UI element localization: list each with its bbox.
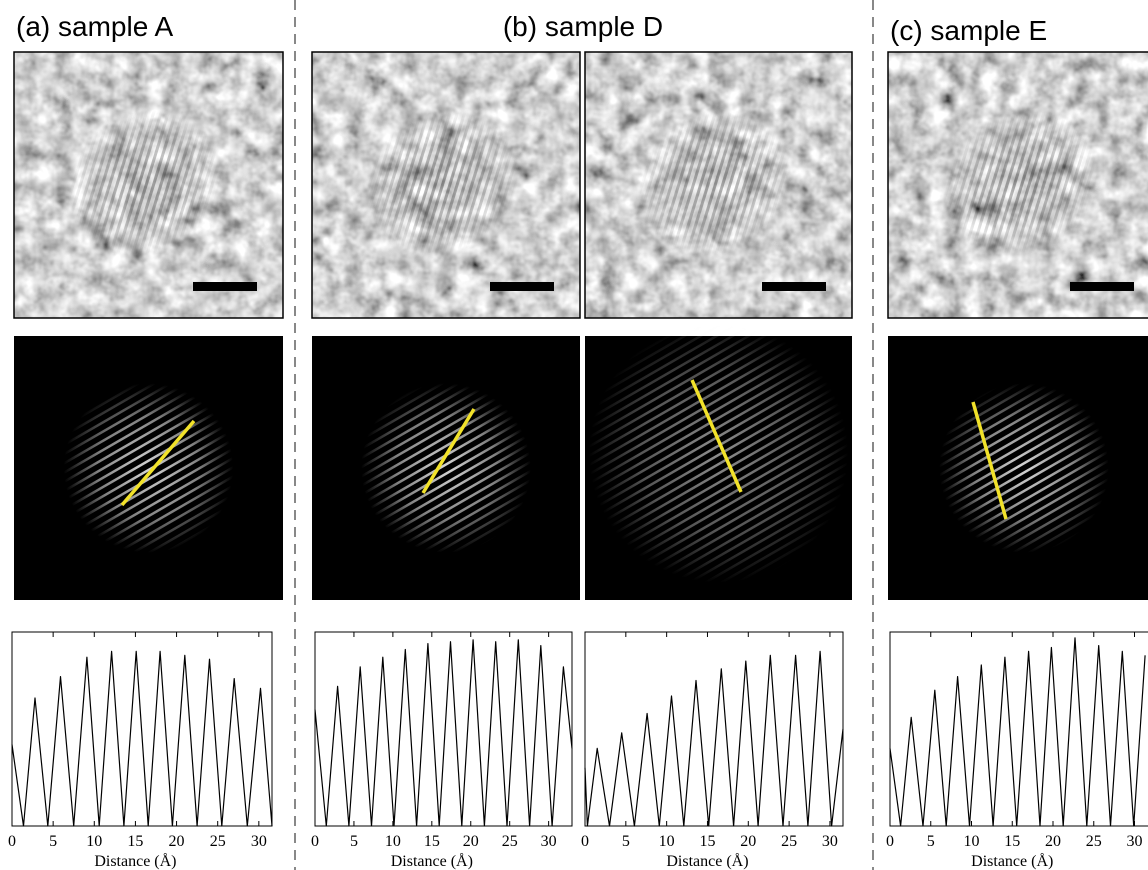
x-tick-label: 15: [1004, 833, 1020, 850]
x-tick-label: 20: [463, 833, 479, 850]
tem-image: [311, 51, 581, 319]
scale-bar: [490, 282, 554, 291]
x-tick-label: 10: [385, 833, 401, 850]
x-tick-label: 10: [964, 833, 980, 850]
x-tick-label: 10: [659, 833, 675, 850]
fft-fringes: [939, 383, 1109, 553]
plot-frame: [314, 631, 573, 827]
fft-image: [585, 323, 852, 600]
x-tick-label: 25: [781, 833, 797, 850]
x-tick-label: 20: [740, 833, 756, 850]
tem-image: [887, 51, 1148, 319]
scale-bar: [193, 282, 257, 291]
fft-fringes: [361, 383, 531, 553]
profile-line: [971, 401, 1008, 520]
lattice-fringes: [67, 109, 222, 257]
panel-title: (b) sample D: [503, 11, 663, 42]
fft-image: [14, 336, 283, 600]
tem-frame: [887, 51, 1148, 319]
profile-curve: [11, 650, 273, 827]
profile-line: [690, 379, 743, 493]
x-tick-label: 0: [581, 833, 589, 850]
x-tick-label: 0: [8, 833, 16, 850]
fft-fringes: [588, 323, 849, 583]
x-tick-label: 15: [127, 833, 143, 850]
plot-frame: [889, 631, 1148, 827]
x-axis-label: Distance (Å): [971, 852, 1053, 870]
profile-curve: [584, 650, 844, 827]
panel-title: (c) sample E: [890, 15, 1047, 46]
x-tick-label: 20: [169, 833, 185, 850]
x-tick-label: 0: [311, 833, 319, 850]
x-tick-label: 25: [1086, 833, 1102, 850]
profile-curve: [314, 639, 573, 827]
profile-line: [120, 419, 196, 507]
x-tick-label: 30: [251, 833, 267, 850]
profile-curve: [889, 637, 1146, 827]
x-tick-label: 25: [210, 833, 226, 850]
tem-image: [13, 51, 284, 319]
tem-frame: [584, 51, 853, 319]
lattice-fringes: [364, 109, 520, 257]
plot-frame: [11, 631, 273, 827]
x-tick-label: 15: [424, 833, 440, 850]
tem-frame: [311, 51, 581, 319]
x-tick-label: 15: [699, 833, 715, 850]
panel-title: (a) sample A: [16, 11, 173, 42]
scale-bar: [1070, 282, 1134, 291]
plot-frame: [584, 631, 844, 827]
profile-line: [421, 408, 476, 494]
lattice-fringes: [941, 108, 1098, 257]
x-tick-label: 30: [541, 833, 557, 850]
x-tick-label: 5: [622, 833, 630, 850]
fft-fringes: [63, 383, 234, 553]
tem-frame: [13, 51, 284, 319]
lattice-fringes: [637, 109, 792, 257]
x-tick-label: 10: [86, 833, 102, 850]
tem-image: [584, 51, 853, 319]
x-tick-label: 0: [886, 833, 894, 850]
x-tick-label: 5: [350, 833, 358, 850]
x-tick-label: 5: [927, 833, 935, 850]
fft-image: [312, 336, 580, 600]
x-tick-label: 20: [1045, 833, 1061, 850]
fft-image: [888, 336, 1148, 600]
x-axis-label: Distance (Å): [666, 852, 748, 870]
x-axis-label: Distance (Å): [391, 852, 473, 870]
x-tick-label: 5: [49, 833, 57, 850]
x-axis-label: Distance (Å): [94, 852, 176, 870]
layout: [294, 0, 874, 870]
scale-bar: [762, 282, 826, 291]
x-tick-label: 25: [502, 833, 518, 850]
x-tick-label: 30: [822, 833, 838, 850]
x-tick-label: 30: [1127, 833, 1143, 850]
